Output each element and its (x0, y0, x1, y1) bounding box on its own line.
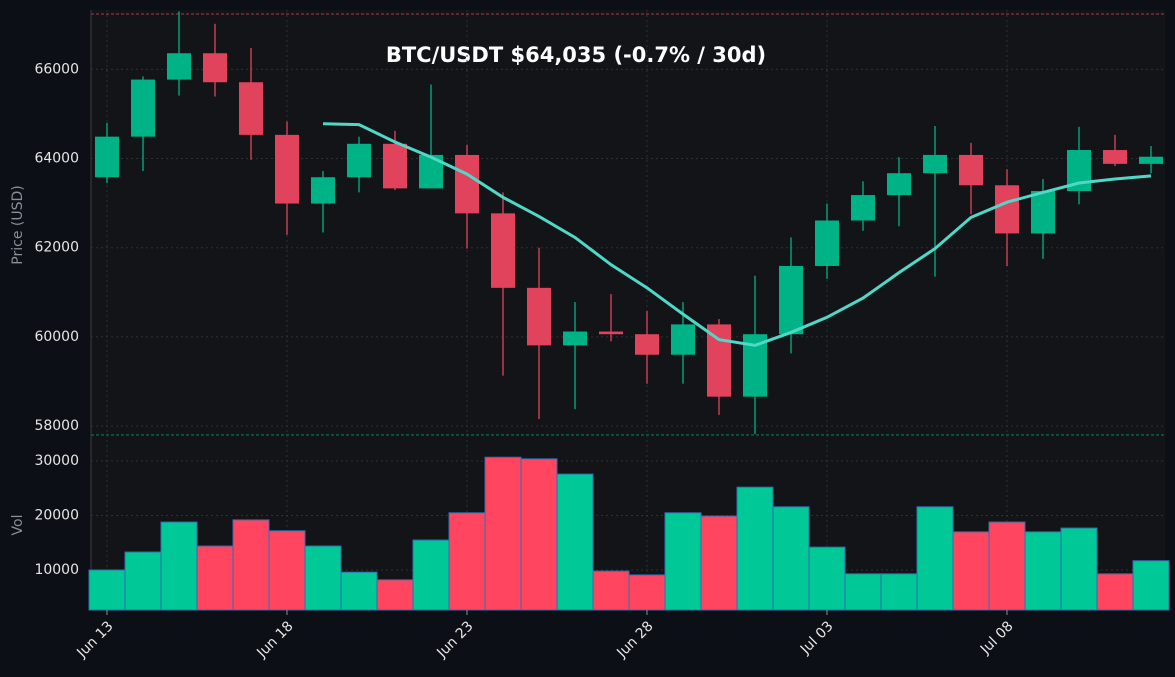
candle-body (671, 324, 695, 355)
volume-bars (88, 456, 1170, 611)
y-tick-label: 62000 (34, 240, 79, 256)
y-axis-label: Price (USD) (10, 185, 26, 264)
volume-bar (484, 456, 522, 611)
candle-body (1139, 156, 1163, 164)
volume-bar (232, 519, 270, 611)
price-panel (91, 10, 1165, 435)
moving-average-line (322, 122, 1152, 347)
volume-bar (304, 545, 342, 611)
volume-bar (340, 571, 378, 611)
x-tick-label: Jul 08 (977, 618, 1017, 658)
candle-body (563, 331, 587, 346)
volume-bar (1096, 573, 1134, 611)
volume-bar (448, 512, 486, 611)
volume-bar (916, 506, 954, 611)
candle-body (311, 177, 335, 204)
volume-bar (988, 521, 1026, 611)
volume-bar (664, 512, 702, 611)
candle-body (1031, 191, 1055, 234)
volume-bar (196, 545, 234, 611)
candle-body (347, 143, 371, 178)
y-tick-label: 60000 (34, 329, 79, 345)
chart-title: BTC/USDT $64,035 (-0.7% / 30d) (386, 43, 766, 67)
volume-bar (124, 551, 162, 611)
y2-tick-label: 10000 (34, 562, 79, 578)
candle-body (275, 134, 299, 204)
candle-body (707, 324, 731, 397)
x-tick-label: Jun 28 (613, 618, 656, 661)
candle-body (995, 185, 1019, 234)
y-tick-label: 66000 (34, 61, 79, 77)
volume-bar (952, 531, 990, 611)
volume-bar (592, 570, 630, 611)
volume-bar (160, 521, 198, 611)
candle-body (455, 154, 479, 214)
x-tick-label: Jun 23 (433, 618, 476, 661)
candle-body (167, 53, 191, 80)
x-tick-label: Jun 18 (253, 618, 296, 661)
volume-bar (556, 473, 594, 611)
volume-bar (880, 573, 918, 611)
y2-tick-label: 20000 (34, 508, 79, 524)
volume-bar (1060, 527, 1098, 611)
volume-bar (1132, 560, 1170, 611)
candle-body (599, 331, 623, 335)
candle-body (203, 53, 227, 83)
volume-bar (844, 573, 882, 611)
candle-body (923, 154, 947, 174)
candle-body (131, 79, 155, 137)
candle-body (851, 195, 875, 221)
x-tick-label: Jul 03 (797, 618, 837, 658)
candle-body (527, 287, 551, 346)
candle-body (779, 265, 803, 335)
y2-tick-label: 30000 (34, 453, 79, 469)
volume-bar (628, 574, 666, 611)
y2-axis-label: Vol (10, 515, 26, 536)
volume-bar (736, 486, 774, 611)
x-tick-label: Jun 13 (73, 618, 116, 661)
volume-bar (808, 546, 846, 611)
candle-body (383, 143, 407, 189)
candle-body (635, 334, 659, 355)
y-tick-label: 64000 (34, 151, 79, 167)
candle-body (1103, 150, 1127, 164)
candle-body (959, 154, 983, 186)
volume-bar (268, 530, 306, 611)
volume-bar (700, 515, 738, 611)
candles (95, 11, 1163, 435)
candle-body (239, 82, 263, 135)
volume-bar (376, 579, 414, 611)
volume-bar (520, 458, 558, 611)
volume-bar (88, 569, 126, 611)
volume-bar (1024, 531, 1062, 611)
candle-body (887, 173, 911, 196)
candle-body (491, 213, 515, 288)
volume-bar (772, 506, 810, 611)
candle-body (815, 220, 839, 266)
y-tick-label: 58000 (34, 418, 79, 434)
candle-body (95, 136, 119, 178)
volume-bar (412, 539, 450, 611)
